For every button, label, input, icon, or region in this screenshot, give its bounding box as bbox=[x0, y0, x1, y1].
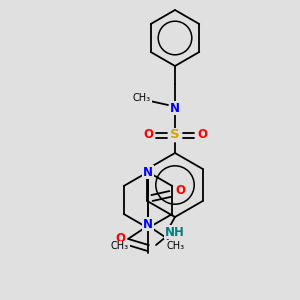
Text: N: N bbox=[143, 218, 153, 230]
Text: N: N bbox=[170, 101, 180, 115]
Text: N: N bbox=[143, 166, 153, 178]
Text: NH: NH bbox=[165, 226, 185, 238]
Text: O: O bbox=[115, 232, 125, 244]
Text: O: O bbox=[175, 184, 185, 196]
Text: CH₃: CH₃ bbox=[167, 241, 185, 251]
Text: CH₃: CH₃ bbox=[133, 93, 151, 103]
Text: O: O bbox=[143, 128, 153, 142]
Text: O: O bbox=[197, 128, 207, 142]
Text: CH₃: CH₃ bbox=[111, 241, 129, 251]
Text: S: S bbox=[170, 128, 180, 142]
